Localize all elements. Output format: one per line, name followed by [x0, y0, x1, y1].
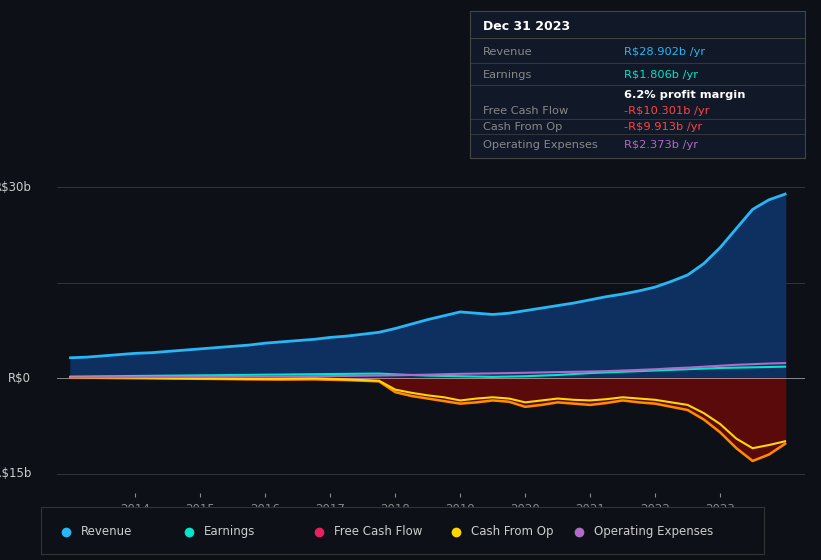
Text: Operating Expenses: Operating Expenses	[594, 525, 713, 538]
Text: Revenue: Revenue	[80, 525, 132, 538]
Text: Revenue: Revenue	[483, 47, 533, 57]
Text: Earnings: Earnings	[204, 525, 255, 538]
Text: Free Cash Flow: Free Cash Flow	[483, 106, 568, 116]
Text: Free Cash Flow: Free Cash Flow	[333, 525, 422, 538]
Text: Earnings: Earnings	[483, 70, 532, 80]
Text: 6.2% profit margin: 6.2% profit margin	[624, 90, 745, 100]
Text: -R$9.913b /yr: -R$9.913b /yr	[624, 122, 702, 132]
Text: R$28.902b /yr: R$28.902b /yr	[624, 47, 704, 57]
Text: -R$15b: -R$15b	[0, 467, 31, 480]
Text: Operating Expenses: Operating Expenses	[483, 139, 598, 150]
Text: R$1.806b /yr: R$1.806b /yr	[624, 70, 698, 80]
Text: Cash From Op: Cash From Op	[483, 122, 562, 132]
Text: Cash From Op: Cash From Op	[471, 525, 553, 538]
Text: R$30b: R$30b	[0, 181, 31, 194]
Text: Dec 31 2023: Dec 31 2023	[483, 20, 570, 33]
Text: R$2.373b /yr: R$2.373b /yr	[624, 139, 698, 150]
Text: -R$10.301b /yr: -R$10.301b /yr	[624, 106, 709, 116]
Text: R$0: R$0	[8, 372, 31, 385]
